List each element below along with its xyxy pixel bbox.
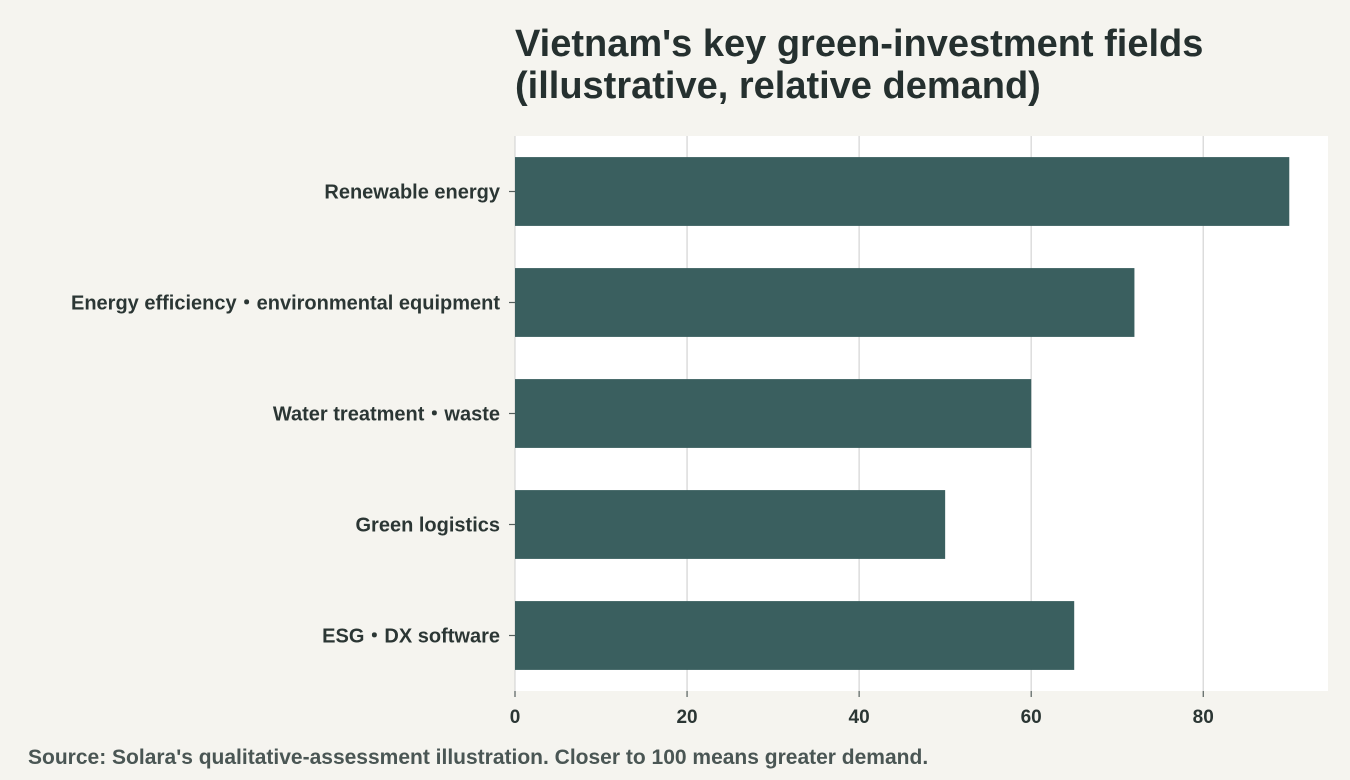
category-label: Renewable energy [324,182,501,204]
bar [515,490,946,559]
bars [515,157,1290,670]
bar [515,601,1075,670]
category-label: ESG・DX software [322,626,500,648]
category-label: Water treatment・waste [273,404,500,426]
x-tick-label: 0 [510,707,521,728]
bar [515,379,1032,448]
chart-title-line-2: (illustrative, relative demand) [515,65,1041,107]
x-tick-label: 40 [849,707,870,728]
x-tick-label: 60 [1021,707,1042,728]
x-tick-label: 20 [676,707,697,728]
chart-title-line-1: Vietnam's key green-investment fields [515,23,1203,65]
category-label: Green logistics [356,515,501,537]
category-label: Energy efficiency・environmental equipmen… [71,293,500,315]
source-note: Source: Solara's qualitative-assessment … [28,746,928,769]
bar [515,157,1290,226]
bar [515,268,1135,337]
category-labels: Renewable energy Energy efficiency・enviro… [71,182,515,648]
x-tick-label: 80 [1193,707,1214,728]
x-tick-labels: 0 20 40 60 80 [510,707,1214,728]
